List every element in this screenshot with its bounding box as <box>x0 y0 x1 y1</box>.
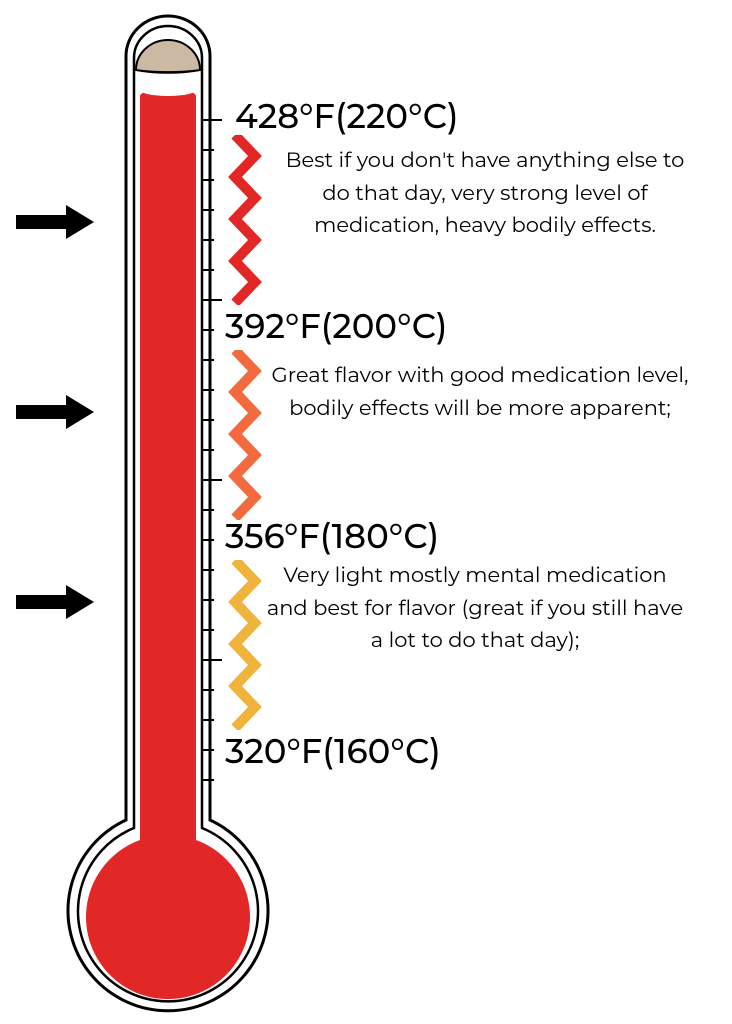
desc-low: Very light mostly mental medication and … <box>265 560 685 658</box>
arrow-top <box>16 205 94 239</box>
zigzag-high <box>225 135 265 305</box>
temp-label-356: 356°F(180°C) <box>225 515 439 557</box>
zigzag-low <box>225 560 265 730</box>
desc-mid: Great flavor with good medication level,… <box>270 360 690 425</box>
zigzag-mid <box>225 350 265 520</box>
temp-label-428: 428°F(220°C) <box>235 95 458 137</box>
desc-high: Best if you don't have anything else to … <box>275 145 695 243</box>
arrow-bottom <box>16 585 94 619</box>
arrow-middle <box>16 395 94 429</box>
temp-label-320: 320°F(160°C) <box>225 730 441 772</box>
temp-label-392: 392°F(200°C) <box>225 305 447 347</box>
